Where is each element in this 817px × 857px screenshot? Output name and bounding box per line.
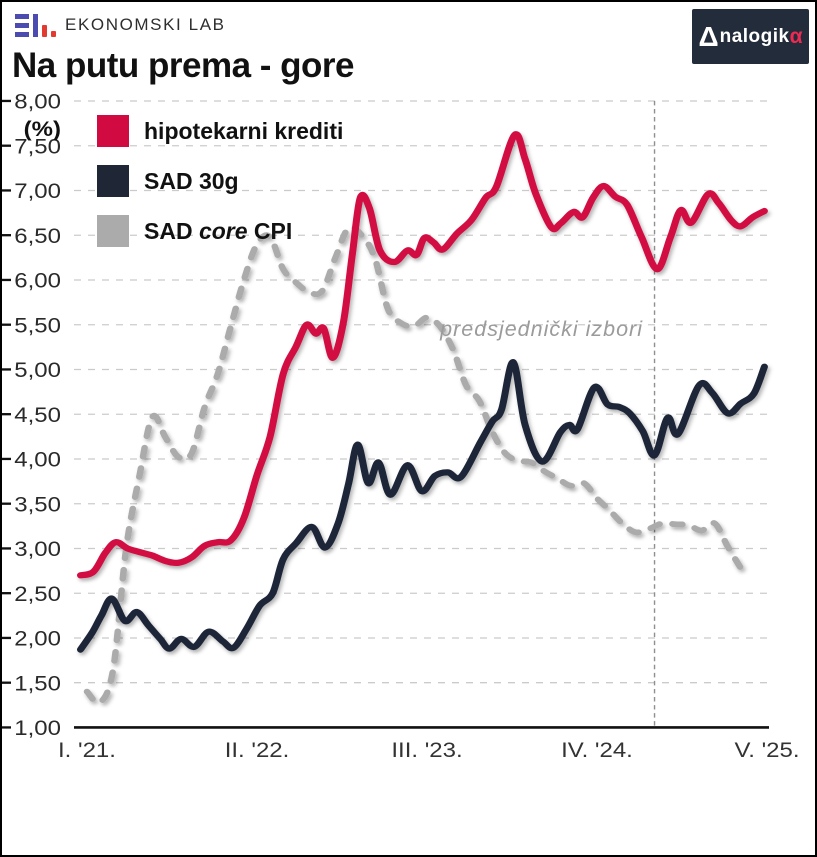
ekonomski-lab-logo-icon xyxy=(15,14,57,37)
brand-header: EKONOMSKI LAB xyxy=(15,14,226,37)
legend-item-sad-core-cpi: SAD core CPI xyxy=(97,215,343,247)
series-line-hipotekarni-krediti xyxy=(77,131,768,579)
legend-item-sad-30g: SAD 30g xyxy=(97,165,343,197)
gridlines xyxy=(74,100,767,684)
legend-swatch-gray xyxy=(97,215,129,247)
series-line-sad-30g xyxy=(77,359,768,653)
y-tick-label: 3,50 xyxy=(14,491,61,516)
legend-item-hipotekarni-krediti: hipotekarni krediti xyxy=(97,115,343,147)
y-tick-label: 6,50 xyxy=(14,223,61,248)
x-tick-label: III. '23. xyxy=(391,737,462,762)
brand-name: EKONOMSKI LAB xyxy=(65,15,226,34)
y-tick-label: 7,50 xyxy=(14,134,61,159)
y-tick-label: 7,00 xyxy=(14,178,61,203)
page-title: Na putu prema - gore xyxy=(12,46,354,85)
x-tick-label: V. '25. xyxy=(734,737,799,762)
y-tick-label: 5,50 xyxy=(14,312,61,337)
legend-label: SAD 30g xyxy=(144,167,239,194)
x-tick-label: I. '21. xyxy=(58,737,116,762)
legend: hipotekarni krediti SAD 30g SAD core CPI xyxy=(97,115,343,265)
delta-icon: Δ xyxy=(698,20,719,52)
alpha-icon: α xyxy=(789,24,803,48)
y-tick-label: 3,00 xyxy=(14,536,61,561)
x-tick-label: II. '22. xyxy=(225,737,290,762)
y-tick-label: 8,00 xyxy=(14,92,61,113)
y-tick-label: 1,50 xyxy=(14,670,61,695)
chart-svg: 1,00 1,50 2,00 2,50 3,00 3,50 4,00 4,50 5,00 5,50… xyxy=(2,89,800,762)
data-lines xyxy=(77,131,768,706)
y-tick-label: 4,00 xyxy=(14,447,61,472)
legend-label: SAD xyxy=(144,217,199,244)
y-tick-label: 1,00 xyxy=(14,715,61,740)
y-tick-label: 2,00 xyxy=(14,626,61,651)
axis-labels: 1,00 1,50 2,00 2,50 3,00 3,50 4,00 4,50 5,00 5,50… xyxy=(14,89,799,762)
event-annotation: predsjednički izbori xyxy=(440,317,643,341)
y-tick-label: 4,50 xyxy=(14,402,61,427)
legend-swatch-red xyxy=(97,115,129,147)
axes xyxy=(2,99,769,729)
y-tick-label: 5,00 xyxy=(14,357,61,382)
analogika-text: nalogik xyxy=(719,25,790,47)
y-tick-label: 6,00 xyxy=(14,268,61,293)
chart-canvas: 1,00 1,50 2,00 2,50 3,00 3,50 4,00 4,50 5,00 5,50… xyxy=(2,89,815,855)
legend-label: hipotekarni krediti xyxy=(144,117,344,144)
y-tick-label: 2,50 xyxy=(14,581,61,606)
y-axis-unit: (%) xyxy=(24,116,61,141)
legend-swatch-navy xyxy=(97,165,129,197)
x-tick-label: IV. '24. xyxy=(561,737,633,762)
series-line-sad-core-cpi xyxy=(83,223,745,706)
